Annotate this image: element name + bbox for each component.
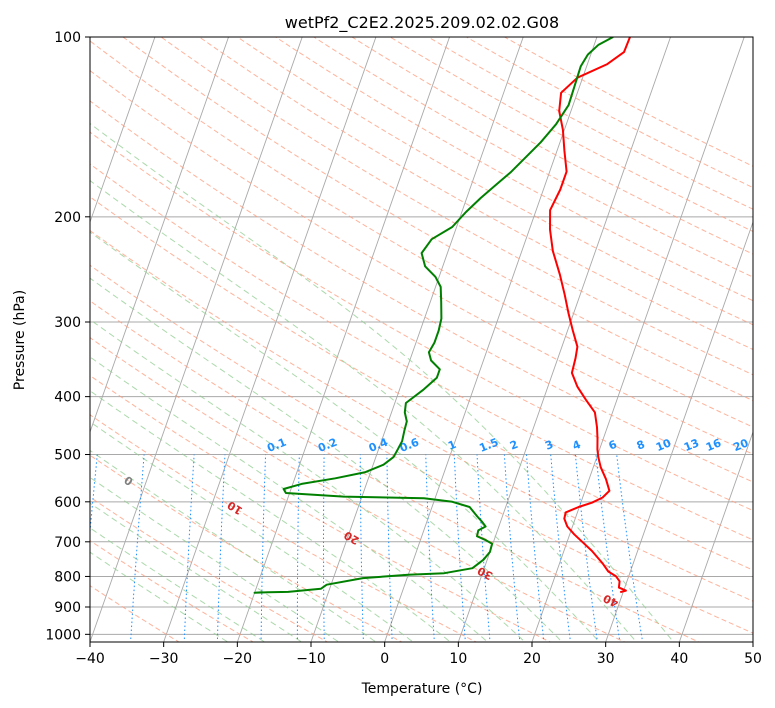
dry-adiabat-line (90, 454, 403, 642)
x-tick-label: 10 (449, 651, 467, 667)
dry-adiabat-line (90, 69, 753, 455)
y-axis-ticks: 1000 900 800 700 600 500 400 300 200 100 (45, 30, 90, 643)
y-tick-label: 400 (54, 390, 81, 406)
moist-adiabat-line (90, 122, 675, 642)
x-tick-label: 30 (597, 651, 615, 667)
mixing-ratio-line (130, 454, 145, 642)
dry-adiabat-line (90, 196, 753, 571)
mixing-ratio-line (296, 454, 300, 642)
moist-adiabat-line (90, 502, 303, 642)
mixing-ratio-line (503, 454, 521, 642)
mixing-ratio-line (260, 454, 267, 642)
x-tick-label: 20 (523, 651, 541, 667)
mixing-ratio-line (476, 454, 491, 642)
isotherm-line (90, 37, 230, 434)
mixing-ratio-label: 20 (731, 436, 750, 454)
dry-adiabat-label: 40 (601, 591, 621, 609)
x-tick-label: 50 (744, 651, 762, 667)
mixing-ratio-label: 13 (682, 436, 701, 454)
dewpoint-trace (253, 37, 614, 594)
dry-adiabat-line (236, 37, 753, 326)
sounding-traces (253, 37, 631, 594)
y-tick-label: 900 (54, 600, 81, 616)
dry-adiabat-line (90, 264, 753, 634)
isotherm-line (531, 37, 745, 642)
moist-adiabat-line (90, 231, 601, 642)
x-tick-label: 40 (670, 651, 688, 667)
x-tick-label: −20 (223, 651, 253, 667)
dry-adiabat-line (198, 37, 753, 351)
plot-area: -100-90-80-70-60-50-40-30-20-10010203040… (90, 37, 753, 642)
x-tick-label: −40 (75, 651, 105, 667)
y-axis-label: Pressure (hPa) (12, 290, 28, 390)
isotherm-grid (90, 37, 753, 642)
mixing-ratio-label: 2 (508, 438, 520, 453)
x-axis-label: Temperature (°C) (361, 681, 483, 697)
y-tick-label: 600 (54, 495, 81, 511)
temperature-trace (549, 37, 631, 594)
plot-frame (89, 36, 754, 643)
x-tick-label: 0 (380, 651, 389, 667)
isotherm-line (605, 220, 753, 642)
moist-adiabats (90, 122, 675, 642)
isotherm-line (90, 37, 156, 224)
x-tick-label: −30 (149, 651, 179, 667)
dry-adiabat-line (90, 100, 753, 483)
moist-adiabat-line (90, 421, 414, 642)
dry-adiabats (90, 37, 753, 642)
dry-adiabat-line (90, 163, 753, 541)
y-tick-label: 200 (54, 210, 81, 226)
isotherm-line (310, 37, 524, 642)
y-tick-label: 300 (54, 315, 81, 331)
isotherm-line (163, 37, 377, 642)
moist-adiabat-line (90, 527, 266, 642)
mixing-ratio-label: 3 (543, 438, 555, 453)
dry-adiabat-line (90, 539, 255, 642)
x-tick-label: −10 (296, 651, 326, 667)
moist-adiabat-line (90, 476, 340, 642)
moist-adiabat-line (90, 551, 229, 642)
moist-adiabat-line (90, 277, 563, 642)
dry-adiabat-line (90, 229, 753, 602)
moist-adiabat-line (90, 390, 452, 642)
dry-adiabat-line (90, 337, 626, 642)
dry-adiabat-line (90, 414, 478, 642)
mixing-ratio-line (323, 454, 325, 642)
y-tick-label: 800 (54, 569, 81, 585)
dry-adiabat-line (90, 374, 552, 642)
moist-adiabat-line (90, 356, 489, 642)
mixing-ratio-line (216, 454, 226, 642)
mixing-ratio-label: 10 (654, 436, 673, 454)
moist-adiabat-line (90, 319, 526, 642)
isotherm-line (384, 37, 598, 642)
isotherm-line (90, 37, 303, 642)
dry-adiabat-line (90, 131, 753, 512)
dry-adiabat-label: 30 (475, 564, 495, 583)
x-axis-ticks: −40 −30 −20 −10 0 10 20 30 40 50 (75, 642, 762, 667)
adiabat-labels: -100-90-80-70-60-50-40-30-20-10010203040… (122, 435, 751, 609)
mixing-ratio-line (183, 454, 195, 642)
mixing-ratio-label: 8 (635, 438, 647, 453)
y-tick-label: 700 (54, 535, 81, 551)
dry-adiabat-line (90, 585, 180, 642)
dry-adiabat-line (274, 37, 753, 302)
y-tick-label: 1000 (45, 627, 81, 643)
moist-adiabat-line (90, 180, 638, 642)
mixing-ratio-label: 1 (446, 438, 458, 453)
y-tick-label: 100 (54, 30, 81, 46)
mixing-ratio-line (453, 454, 466, 642)
mixing-ratio-line (359, 454, 364, 642)
dry-adiabat-line (160, 37, 753, 376)
dry-adiabat-line (90, 300, 701, 642)
chart-title: wetPf2_C2E2.2025.209.02.02.G08 (285, 13, 559, 33)
mixing-ratio-line (90, 454, 98, 538)
mixing-ratio-label: 16 (704, 436, 723, 454)
mixing-ratio-line (616, 454, 644, 642)
y-tick-label: 500 (54, 448, 81, 464)
isotherm-line (678, 430, 753, 642)
